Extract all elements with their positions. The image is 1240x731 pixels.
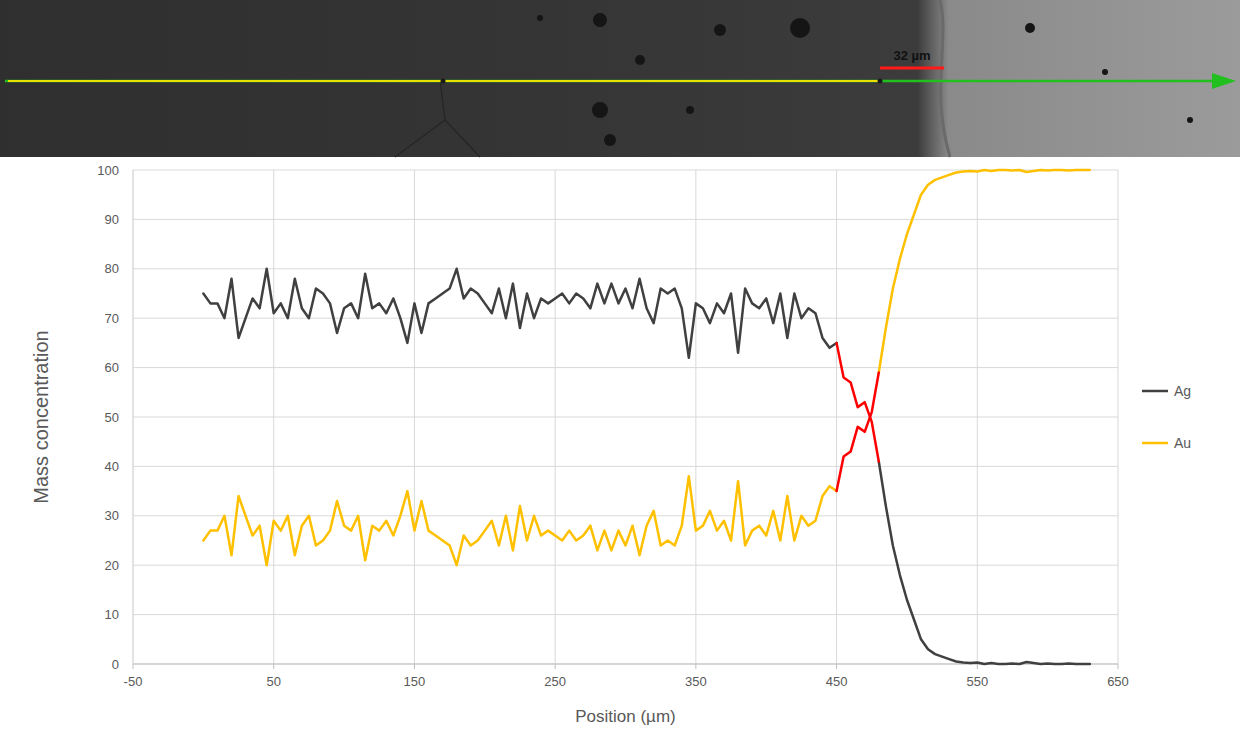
micrograph-spot	[604, 134, 616, 146]
y-grid-line	[133, 466, 1118, 467]
y-tick-label: 70	[105, 311, 119, 326]
x-tick-label: 150	[404, 674, 426, 689]
scale-bar	[880, 67, 944, 70]
scan-arrow	[1212, 73, 1236, 89]
legend-swatch	[1142, 442, 1168, 445]
micrograph-spot	[714, 24, 726, 36]
y-tick-label: 80	[105, 261, 119, 276]
x-grid-line	[555, 170, 556, 664]
y-grid-line	[133, 318, 1118, 319]
interface	[940, 0, 950, 157]
x-grid-line	[977, 170, 978, 664]
y-grid-line	[133, 515, 1118, 516]
y-grid-line	[133, 268, 1118, 269]
x-tick	[695, 664, 696, 669]
series-line	[203, 269, 1090, 664]
x-axis-title: Position (µm)	[575, 707, 675, 726]
y-grid-line	[133, 417, 1118, 418]
x-tick	[1118, 664, 1119, 669]
micrograph-spot	[592, 102, 608, 118]
y-tick-label: 50	[105, 410, 119, 425]
x-tick	[414, 664, 415, 669]
micrograph-spot	[635, 55, 645, 65]
y-tick-label: 90	[105, 212, 119, 227]
y-axis-title: Mass concentration	[30, 330, 52, 503]
scan-node	[441, 79, 446, 84]
micrograph-spot	[1025, 23, 1035, 33]
micrograph-spot	[537, 15, 543, 21]
scale-bar-label: 32 µm	[893, 48, 930, 63]
x-grid-line	[695, 170, 696, 664]
x-tick-label: 450	[826, 674, 848, 689]
y-axis-line	[133, 170, 134, 664]
x-tick	[555, 664, 556, 669]
y-grid-line	[133, 367, 1118, 368]
micrograph-spot	[593, 13, 607, 27]
legend-swatch	[1142, 390, 1168, 393]
x-tick-label: 350	[685, 674, 707, 689]
y-tick-label: 20	[105, 558, 119, 573]
micrograph-spot	[1187, 117, 1193, 123]
micrograph: 32 µm	[0, 0, 1240, 157]
axes: 0 10 20 30 40 50 60 70 80 90 100 -50 50 150 250 350 450 5…	[30, 163, 1129, 727]
data-layer	[203, 170, 1090, 664]
y-grid-line	[133, 565, 1118, 566]
x-tick-label: 550	[966, 674, 988, 689]
grid	[133, 170, 1118, 664]
x-tick-label: 250	[544, 674, 566, 689]
x-tick	[836, 664, 837, 669]
legend-label: Ag	[1174, 383, 1191, 399]
grain-boundary	[395, 80, 480, 157]
x-tick	[977, 664, 978, 669]
scan-node	[878, 79, 883, 84]
y-tick-label: 30	[105, 508, 119, 523]
legend-label: Au	[1174, 435, 1191, 451]
y-tick-label: 0	[112, 657, 119, 672]
x-tick	[273, 664, 274, 669]
y-tick-label: 60	[105, 360, 119, 375]
x-tick-label: 50	[266, 674, 280, 689]
x-grid-line	[1118, 170, 1119, 664]
y-grid-line	[133, 614, 1118, 615]
micrograph-spot	[790, 18, 810, 38]
x-tick-label: -50	[124, 674, 143, 689]
legend: Ag Au	[1142, 383, 1191, 451]
x-tick	[133, 664, 134, 669]
x-tick-label: 650	[1107, 674, 1129, 689]
y-tick-label: 10	[105, 607, 119, 622]
scan-line	[5, 80, 1215, 83]
y-tick-label: 100	[97, 163, 119, 178]
highlight-line	[837, 373, 879, 492]
y-grid-line	[133, 219, 1118, 220]
series-line	[203, 170, 1090, 565]
x-grid-line	[273, 170, 274, 664]
micrograph-background	[0, 0, 1240, 157]
micrograph-spot	[1102, 69, 1108, 75]
y-tick-label: 40	[105, 459, 119, 474]
micrograph-spot	[686, 106, 694, 114]
x-grid-line	[836, 170, 837, 664]
chart-root: 32 µm 0 10 20 30 40 50 60 70 80 90 100 -50 50 150 250 35…	[0, 0, 1240, 731]
x-grid-line	[414, 170, 415, 664]
x-grid-line	[133, 170, 134, 664]
